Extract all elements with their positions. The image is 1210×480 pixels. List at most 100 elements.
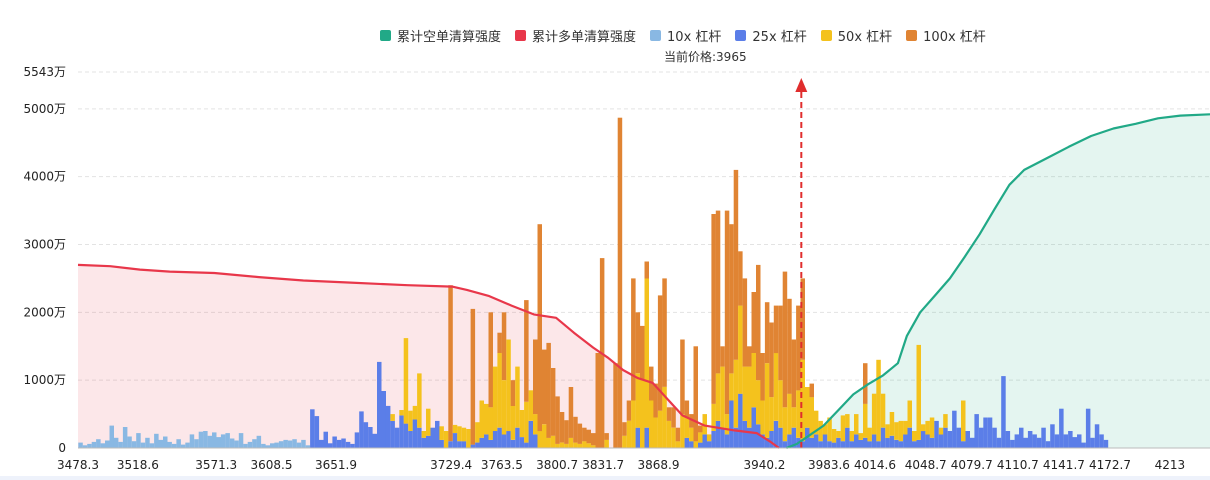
bar-lev25 [871, 434, 877, 448]
bar-lev50 [818, 420, 823, 442]
bar-lev100 [693, 346, 698, 442]
legend-item[interactable]: 25x 杠杆 [735, 26, 807, 45]
bar-lev100 [796, 305, 801, 391]
bar-lev10 [100, 443, 106, 448]
bar-lev25 [1050, 424, 1055, 448]
bar-lev25 [773, 420, 779, 448]
bar-lev50 [787, 393, 792, 435]
bar-lev50 [626, 420, 632, 448]
bar-lev25 [706, 441, 712, 448]
bar-lev50 [822, 424, 828, 435]
bar-lev50 [671, 427, 676, 448]
bar-lev50 [840, 415, 846, 442]
bar-lev100 [809, 383, 814, 398]
legend-item[interactable]: 50x 杠杆 [820, 26, 892, 45]
bar-lev50 [412, 405, 418, 420]
bar-lev10 [296, 442, 302, 448]
bar-lev50 [938, 427, 944, 435]
bar-lev50 [961, 400, 966, 442]
bar-lev50 [876, 359, 881, 442]
bar-lev10 [105, 440, 110, 448]
bar-lev100 [863, 363, 868, 404]
bar-lev100 [586, 429, 591, 444]
bar-lev25 [996, 437, 1002, 448]
bar-lev10 [283, 439, 288, 448]
legend-label: 累计空单清算强度 [397, 30, 502, 45]
bar-lev50 [920, 424, 926, 432]
bar-lev25 [461, 441, 467, 448]
bar-lev100 [510, 380, 516, 406]
bar-lev25 [751, 407, 756, 448]
bar-lev100 [751, 292, 756, 353]
x-tick-label: 3940.2 [743, 458, 785, 472]
bar-lev25 [372, 433, 377, 448]
bar-lev10 [247, 441, 253, 448]
legend-label: 累计多单清算强度 [532, 30, 637, 45]
bar-lev50 [925, 420, 930, 435]
current-price-marker [795, 78, 808, 448]
x-tick-label: 3608.5 [250, 458, 292, 472]
short-cumulative-area [786, 114, 1210, 449]
bar-lev10 [243, 443, 248, 448]
bar-lev25 [836, 437, 841, 448]
bar-lev50 [858, 433, 863, 440]
bar-lev10 [87, 443, 92, 448]
bar-lev50 [649, 400, 654, 448]
bar-lev25 [1010, 439, 1015, 448]
bar-lev25 [791, 427, 797, 448]
bar-lev50 [586, 443, 591, 448]
bar-lev25 [912, 441, 917, 448]
bar-lev10 [225, 433, 230, 448]
bar-lev25 [747, 427, 752, 448]
bar-lev50 [528, 390, 534, 421]
legend-item[interactable]: 100x 杠杆 [906, 26, 986, 45]
bar-lev50 [653, 417, 658, 448]
legend-swatch [380, 30, 391, 41]
bar-lev100 [764, 302, 770, 364]
bar-lev25 [399, 415, 404, 448]
legend-item[interactable]: 累计空单清算强度 [380, 26, 501, 45]
bar-lev10 [158, 439, 163, 448]
bar-lev10 [238, 433, 244, 448]
x-tick-label: 4110.7 [997, 458, 1039, 472]
bar-lev25 [1099, 434, 1104, 448]
bar-lev100 [622, 422, 627, 436]
x-tick-label: 3729.4 [430, 458, 472, 472]
bar-lev50 [644, 278, 649, 428]
bar-lev50 [693, 441, 698, 448]
bar-lev25 [408, 431, 413, 448]
bar-lev100 [559, 412, 565, 443]
bar-lev100 [501, 312, 507, 381]
bar-lev100 [448, 285, 453, 442]
bar-lev25 [689, 441, 694, 448]
bar-lev50 [443, 431, 449, 448]
bar-lev25 [742, 420, 748, 448]
bar-lev25 [813, 434, 819, 448]
bar-lev25 [894, 439, 899, 448]
bar-lev25 [858, 439, 863, 448]
bar-lev25 [952, 410, 957, 448]
bar-lev50 [880, 393, 886, 428]
bar-lev50 [635, 373, 641, 428]
bar-lev50 [461, 427, 467, 442]
bar-lev50 [898, 420, 904, 442]
bar-lev50 [666, 420, 672, 448]
bar-lev50 [488, 407, 493, 440]
bar-lev50 [738, 305, 743, 394]
bar-lev25 [854, 434, 859, 448]
bar-lev25 [323, 431, 328, 448]
bar-lev25 [506, 431, 511, 448]
bar-lev10 [274, 442, 279, 448]
legend-item[interactable]: 10x 杠杆 [650, 26, 721, 45]
bar-lev100 [675, 427, 681, 442]
bar-lev100 [760, 353, 765, 401]
bar-lev50 [506, 339, 511, 432]
legend-item[interactable]: 累计多单清算强度 [515, 26, 636, 45]
bar-lev10 [154, 433, 159, 448]
bar-lev50 [724, 414, 730, 435]
bar-lev50 [903, 420, 908, 435]
bar-lev100 [689, 414, 694, 428]
bar-lev100 [657, 295, 663, 411]
bar-lev10 [145, 437, 150, 448]
bar-lev100 [756, 264, 761, 381]
